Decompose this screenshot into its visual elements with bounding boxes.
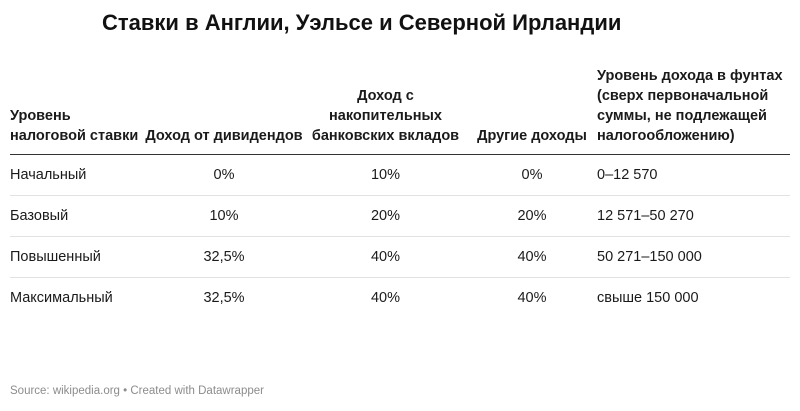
header-savings: Доход с накопительных банковских вкладов	[304, 66, 467, 155]
cell-other-income: 40%	[517, 290, 547, 306]
cell-tax-level: Максимальный	[10, 290, 113, 306]
cell-dividends: 0%	[144, 154, 304, 196]
header-tax-level: Уровень налоговой ставки	[10, 66, 144, 155]
cell-tax-level: Начальный	[10, 154, 144, 196]
cell-savings: 10%	[304, 154, 467, 196]
cell-income-band: 12 571–50 270	[597, 195, 790, 237]
table-row: Повышенный 32,5% 40% 40% 50 271–150 000	[10, 236, 790, 278]
cell-other-income: 40%	[467, 236, 597, 278]
cell-dividends: 10%	[144, 195, 304, 237]
cell-savings: 40%	[304, 236, 467, 278]
tax-rates-table: Уровень налоговой ставки Доход от дивиде…	[10, 66, 790, 318]
cell-dividends: 32,5%	[144, 236, 304, 278]
chart-title: Ставки в Англии, Уэльсе и Северной Ирлан…	[102, 10, 622, 35]
table-row: Начальный 0% 10% 0% 0–12 570	[10, 154, 790, 196]
table-row: Базовый 10% 20% 20% 12 571–50 270	[10, 195, 790, 237]
header-other-income: Другие доходы	[467, 66, 597, 155]
cell-tax-level: Повышенный	[10, 236, 144, 278]
cell-savings: 40%	[370, 290, 401, 306]
header-income-band: Уровень дохода в фунтах (сверх первонача…	[597, 66, 790, 155]
table-header-row: Уровень налоговой ставки Доход от дивиде…	[10, 66, 790, 155]
cell-tax-level: Базовый	[10, 195, 144, 237]
source-footer: Source: wikipedia.org • Created with Dat…	[10, 385, 264, 397]
cell-income-band: 50 271–150 000	[597, 236, 790, 278]
cell-savings: 20%	[304, 195, 467, 237]
cell-dividends: 32,5%	[203, 290, 245, 306]
cell-income-band: 0–12 570	[597, 154, 790, 196]
cell-other-income: 0%	[467, 154, 597, 196]
cell-other-income: 20%	[467, 195, 597, 237]
table-row: Максимальный 32,5% 40% 40% свыше 150 000	[10, 278, 790, 319]
header-dividends: Доход от дивидендов	[144, 66, 304, 155]
cell-income-band: свыше 150 000	[597, 290, 699, 306]
